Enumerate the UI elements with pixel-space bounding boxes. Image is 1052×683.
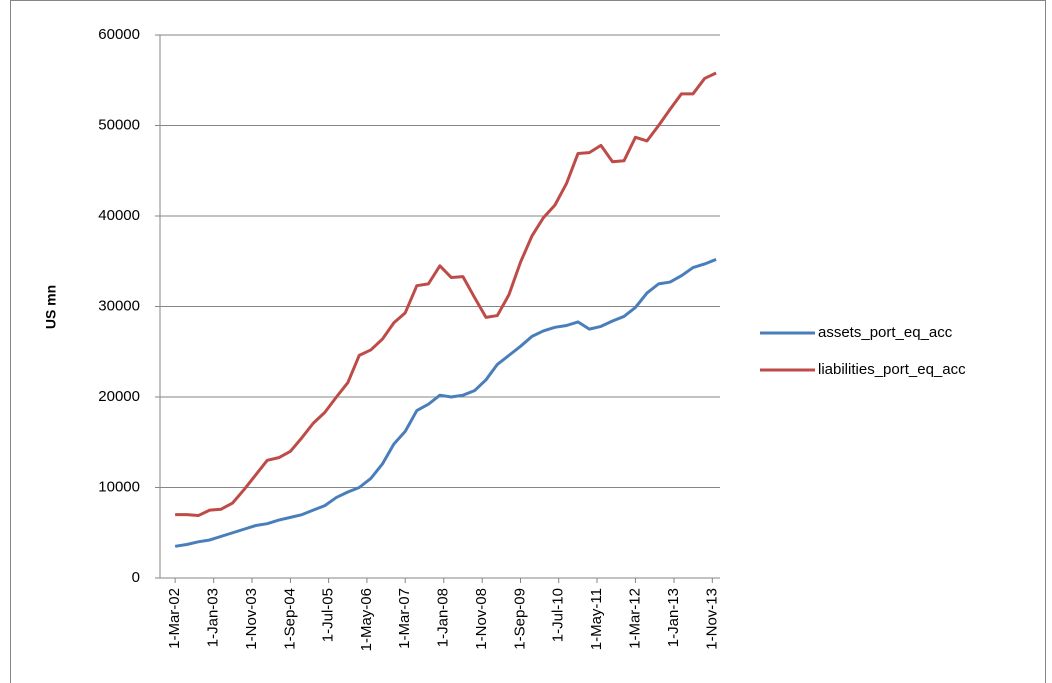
x-tick-label: 1-May-06 [358, 588, 375, 651]
y-tick-label: 20000 [98, 388, 140, 405]
x-tick-label: 1-Jan-03 [205, 588, 222, 647]
x-tick-label: 1-Mar-12 [626, 588, 643, 649]
series-line [174, 258, 717, 548]
x-tick-label: 1-Jan-08 [435, 588, 452, 647]
y-tick-label: 50000 [98, 116, 140, 133]
y-axis-title: US mn [43, 285, 59, 329]
x-tick-label: 1-Nov-13 [703, 588, 720, 650]
legend-label: liabilities_port_eq_acc [818, 361, 966, 378]
x-tick-label: 1-Mar-02 [166, 588, 183, 649]
x-tick-label: 1-Nov-03 [243, 588, 260, 650]
series-line [175, 71, 717, 518]
y-tick-label: 0 [132, 569, 140, 586]
x-tick-label: 1-Jul-10 [550, 588, 567, 642]
x-tick-label: 1-Jan-13 [665, 588, 682, 647]
x-tick-label: 1-Sep-09 [511, 588, 528, 650]
x-tick-label: 1-Jul-05 [320, 588, 337, 642]
y-tick-label: 40000 [98, 207, 140, 224]
x-tick-label: 1-Nov-08 [473, 588, 490, 650]
y-tick-label: 10000 [98, 478, 140, 495]
x-tick-label: 1-Sep-04 [281, 588, 298, 650]
legend-label: assets_port_eq_acc [818, 324, 953, 341]
x-tick-label: 1-Mar-07 [396, 588, 413, 649]
y-tick-label: 30000 [98, 297, 140, 314]
x-tick-label: 1-May-11 [588, 588, 605, 650]
y-tick-label: 60000 [98, 26, 140, 43]
